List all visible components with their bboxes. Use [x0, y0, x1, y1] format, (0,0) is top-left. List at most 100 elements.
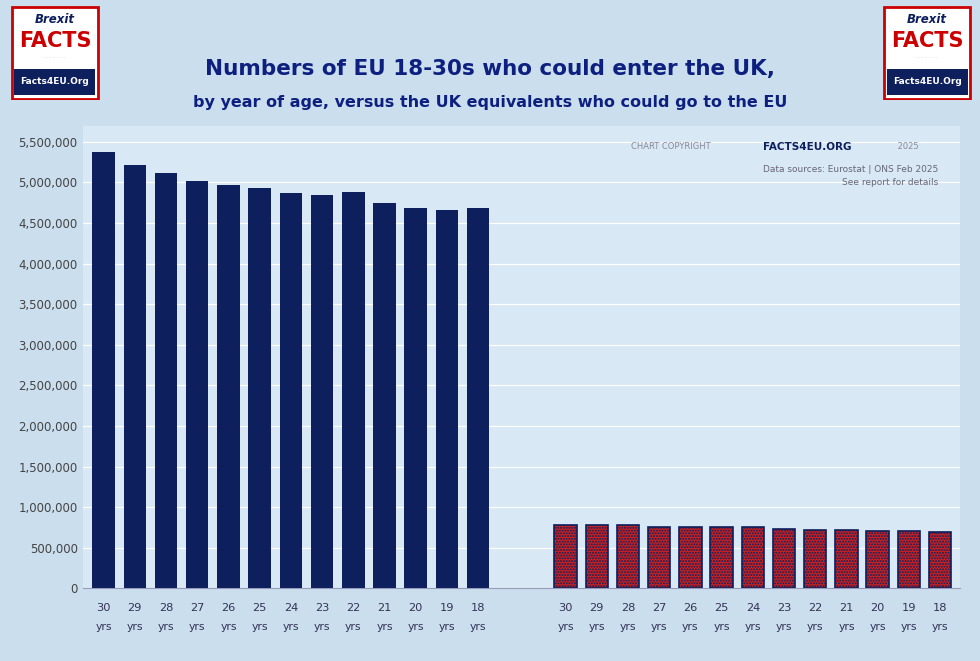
Text: 18: 18: [471, 603, 485, 613]
Bar: [835, 530, 858, 588]
Bar: [929, 532, 952, 588]
Text: 21: 21: [377, 603, 392, 613]
Bar: [742, 527, 764, 588]
Text: yrs: yrs: [126, 621, 143, 632]
Bar: [373, 203, 396, 588]
Text: 30: 30: [559, 603, 572, 613]
Text: 30: 30: [96, 603, 111, 613]
Bar: [555, 525, 577, 588]
Bar: [866, 531, 889, 588]
Bar: [555, 525, 577, 588]
Text: by year of age, versus the UK equivalents who could go to the EU: by year of age, versus the UK equivalent…: [193, 95, 787, 110]
Bar: [585, 525, 608, 588]
Text: yrs: yrs: [158, 621, 174, 632]
Text: yrs: yrs: [252, 621, 268, 632]
Text: 18: 18: [933, 603, 948, 613]
Bar: [585, 525, 608, 588]
Bar: [248, 188, 270, 588]
Bar: [155, 173, 177, 588]
Text: FACTS4EU.ORG: FACTS4EU.ORG: [763, 141, 852, 152]
Text: yrs: yrs: [838, 621, 855, 632]
Bar: [311, 194, 333, 588]
FancyBboxPatch shape: [15, 69, 95, 95]
Bar: [436, 210, 459, 588]
Text: yrs: yrs: [189, 621, 206, 632]
Text: Facts4EU.Org: Facts4EU.Org: [21, 77, 89, 87]
Text: yrs: yrs: [376, 621, 393, 632]
Text: Brexit: Brexit: [907, 13, 947, 26]
Text: yrs: yrs: [220, 621, 237, 632]
Text: 23: 23: [315, 603, 329, 613]
Text: 25: 25: [253, 603, 267, 613]
Text: 20: 20: [409, 603, 423, 613]
Bar: [648, 527, 670, 588]
Text: Facts4EU.Org: Facts4EU.Org: [893, 77, 961, 87]
Text: 21: 21: [839, 603, 854, 613]
FancyBboxPatch shape: [887, 69, 967, 95]
Text: yrs: yrs: [439, 621, 455, 632]
Bar: [342, 192, 365, 588]
Bar: [616, 525, 639, 588]
FancyBboxPatch shape: [12, 7, 98, 98]
Bar: [773, 529, 796, 588]
Text: 23: 23: [777, 603, 791, 613]
Text: 26: 26: [221, 603, 235, 613]
Text: 24: 24: [746, 603, 760, 613]
Bar: [742, 527, 764, 588]
Text: Data sources: Eurostat | ONS Feb 2025
See report for details: Data sources: Eurostat | ONS Feb 2025 Se…: [763, 165, 939, 187]
Text: yrs: yrs: [869, 621, 886, 632]
Text: 19: 19: [902, 603, 916, 613]
Bar: [898, 531, 920, 588]
Text: 28: 28: [159, 603, 173, 613]
Text: 2025: 2025: [895, 141, 918, 151]
Text: yrs: yrs: [932, 621, 949, 632]
Bar: [710, 527, 733, 588]
Text: 28: 28: [620, 603, 635, 613]
Text: yrs: yrs: [558, 621, 574, 632]
Text: 22: 22: [346, 603, 361, 613]
Bar: [466, 208, 489, 588]
Bar: [679, 527, 702, 588]
Bar: [835, 530, 858, 588]
Text: yrs: yrs: [713, 621, 730, 632]
Text: yrs: yrs: [651, 621, 667, 632]
Text: · · · · · · · · ·: · · · · · · · · ·: [916, 56, 938, 60]
Bar: [929, 532, 952, 588]
Bar: [648, 527, 670, 588]
Bar: [804, 530, 826, 588]
Text: CHART COPYRIGHT: CHART COPYRIGHT: [631, 141, 716, 151]
Bar: [710, 527, 733, 588]
Bar: [405, 208, 427, 588]
Text: 19: 19: [440, 603, 454, 613]
Text: yrs: yrs: [682, 621, 699, 632]
Bar: [866, 531, 889, 588]
Text: 25: 25: [714, 603, 729, 613]
Text: 29: 29: [590, 603, 604, 613]
Text: · · · · · · · · ·: · · · · · · · · ·: [44, 56, 66, 60]
Text: 20: 20: [870, 603, 885, 613]
Text: Numbers of EU 18-30s who could enter the UK,: Numbers of EU 18-30s who could enter the…: [205, 59, 775, 79]
Text: 26: 26: [683, 603, 698, 613]
Text: 24: 24: [284, 603, 298, 613]
Text: yrs: yrs: [901, 621, 917, 632]
Text: yrs: yrs: [807, 621, 823, 632]
Text: FACTS: FACTS: [19, 31, 91, 51]
Text: yrs: yrs: [469, 621, 486, 632]
Bar: [679, 527, 702, 588]
Text: yrs: yrs: [589, 621, 605, 632]
Text: yrs: yrs: [619, 621, 636, 632]
Text: yrs: yrs: [345, 621, 362, 632]
Text: Brexit: Brexit: [35, 13, 74, 26]
Bar: [279, 193, 302, 588]
Text: yrs: yrs: [776, 621, 792, 632]
Bar: [123, 165, 146, 588]
Text: 27: 27: [190, 603, 205, 613]
Bar: [218, 185, 240, 588]
Text: yrs: yrs: [314, 621, 330, 632]
Text: 27: 27: [652, 603, 666, 613]
Text: yrs: yrs: [282, 621, 299, 632]
Bar: [804, 530, 826, 588]
FancyBboxPatch shape: [884, 7, 970, 98]
Text: yrs: yrs: [95, 621, 112, 632]
Bar: [186, 181, 209, 588]
